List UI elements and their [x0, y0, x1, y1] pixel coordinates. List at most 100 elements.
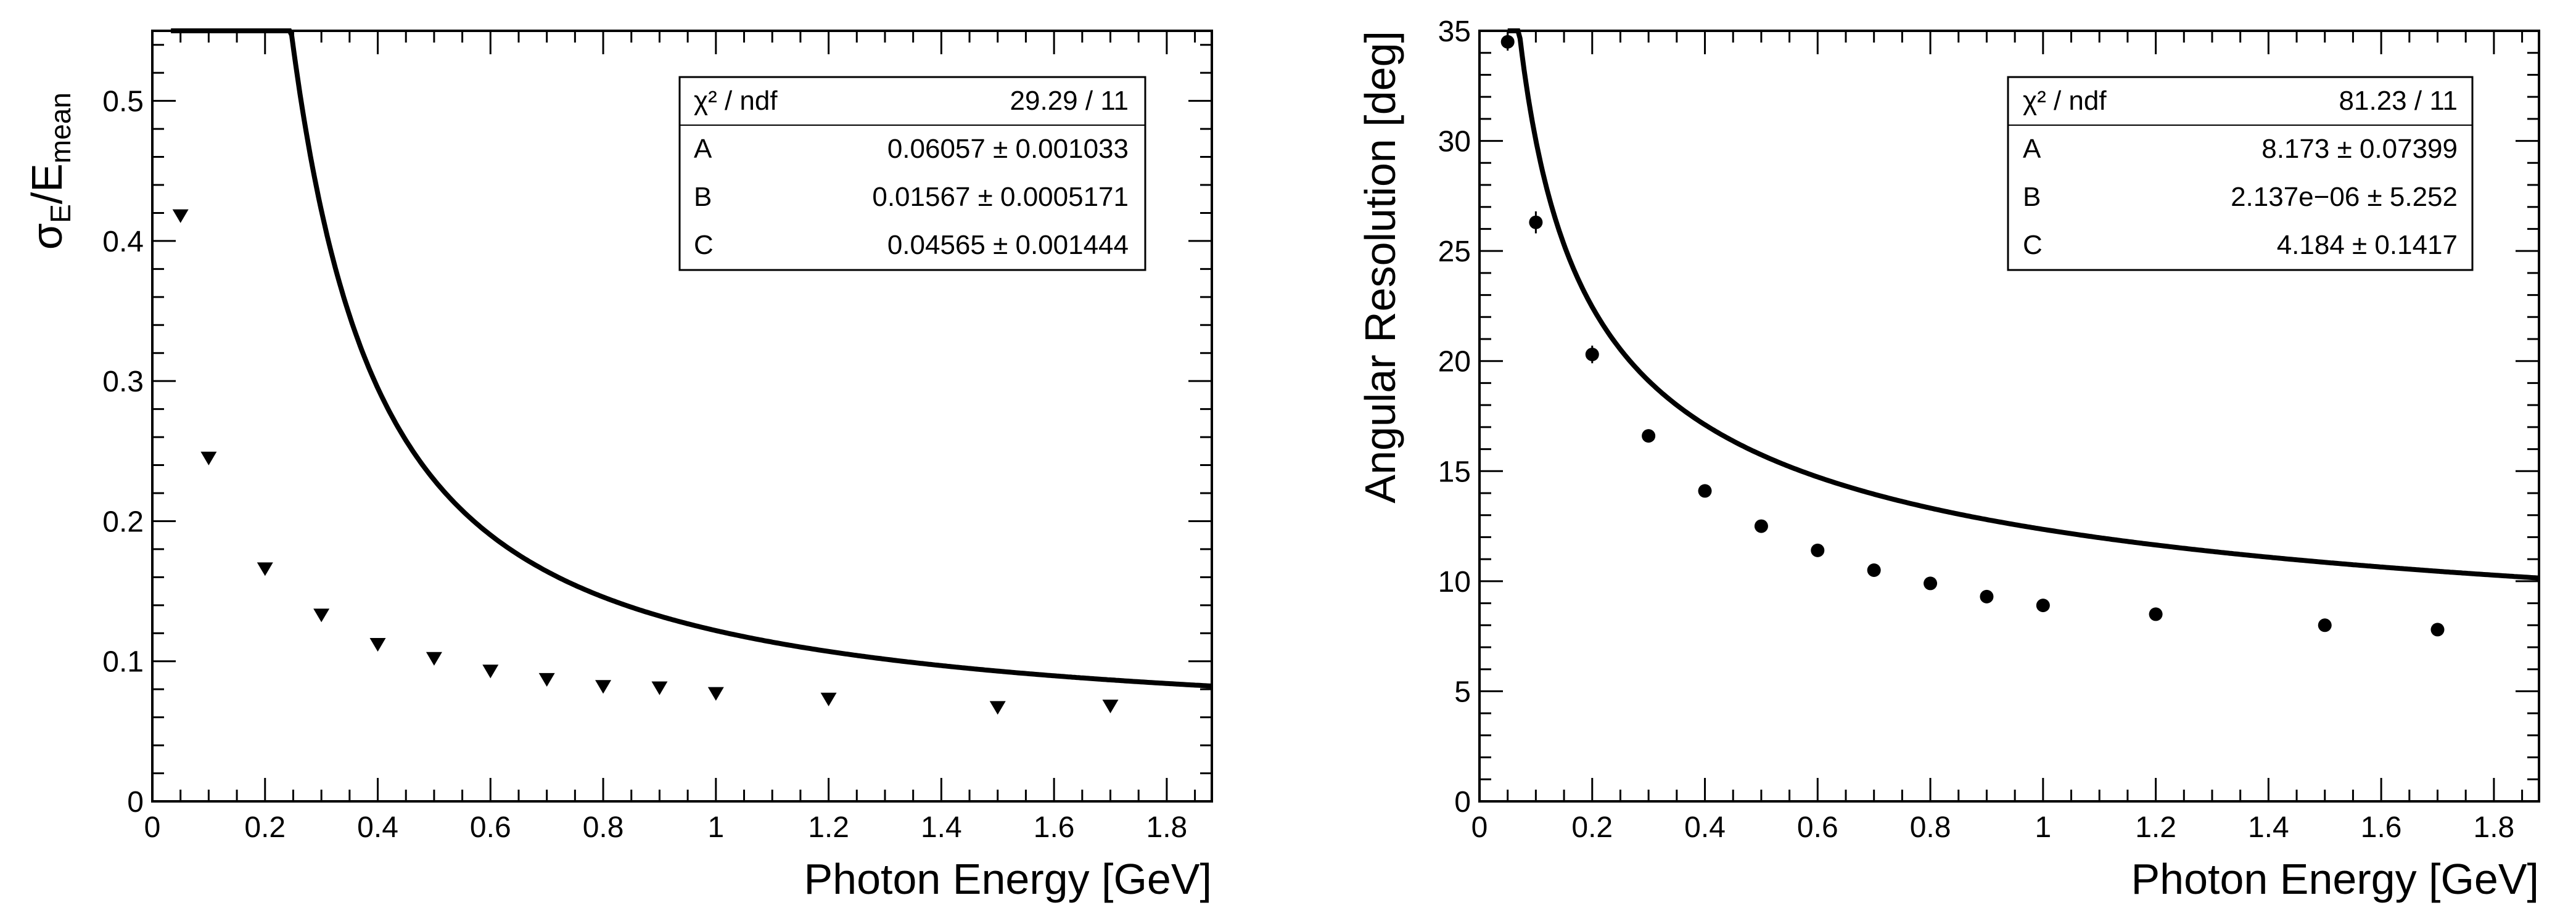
left-panel: σE/Emean Photon Energy [GeV] 0 0.2 0.4 0.6 0… — [23, 28, 1213, 903]
left-data-points — [172, 209, 1119, 715]
left-axis-ticks: 0 0.2 0.4 0.6 0.8 1 1.2 1.4 1.6 1.8 0 0.1 0.2 0.3 0.4 0… — [102, 31, 1212, 844]
left-ytick-label: 0.3 — [102, 366, 144, 398]
left-data-point — [651, 681, 668, 695]
right-stat-label-b: B — [2023, 182, 2041, 212]
left-xtick-label: 1.8 — [1146, 811, 1188, 844]
left-data-point — [482, 665, 499, 679]
left-ytick-label: 0.2 — [102, 505, 144, 538]
left-data-point — [538, 673, 555, 687]
right-fit-line — [1507, 28, 2540, 581]
right-ytick-label: 0 — [1454, 786, 1471, 819]
left-ylabel-sub-e: E — [44, 204, 76, 223]
right-axis-ticks: 0 0.2 0.4 0.6 0.8 1 1.2 1.4 1.6 1.8 0 5 10 15 20 25 30 35 — [1438, 15, 2539, 844]
right-stat-value-c: 4.184 ± 0.1417 — [2277, 230, 2458, 260]
right-stats-frame — [2007, 76, 2474, 271]
right-ytick-label: 5 — [1454, 676, 1471, 708]
left-data-point — [200, 451, 217, 465]
left-data-point — [257, 562, 273, 576]
left-xtick-label: 0 — [144, 811, 161, 844]
left-xtick-label: 0.6 — [470, 811, 511, 844]
left-stats-frame — [678, 76, 1146, 271]
right-data-point — [1980, 589, 1994, 603]
left-stats-box: χ² / ndf 29.29 / 11 A 0.06057 ± 0.001033… — [678, 76, 1146, 271]
left-ytick-label: 0 — [127, 786, 144, 819]
right-fit-curve — [1507, 28, 2540, 581]
right-data-point — [1754, 519, 1768, 533]
left-xlabel: Photon Energy [GeV] — [804, 855, 1212, 903]
left-xtick-label: 0.4 — [357, 811, 398, 844]
right-xtick-label: 1.8 — [2474, 811, 2515, 844]
right-stat-value-chi2: 81.23 / 11 — [2339, 86, 2458, 116]
right-ylabel: Angular Resolution [deg] — [1356, 31, 1404, 504]
right-stat-label-a: A — [2023, 134, 2041, 164]
right-stats-box: χ² / ndf 81.23 / 11 A 8.173 ± 0.07399 B … — [2007, 76, 2474, 271]
right-data-point — [2318, 618, 2332, 632]
right-xtick-label: 0.6 — [1797, 811, 1838, 844]
right-data-point — [1924, 576, 1938, 591]
right-ytick-label: 35 — [1438, 15, 1471, 48]
right-ytick-label: 20 — [1438, 346, 1471, 378]
right-stat-value-b: 2.137e−06 ± 5.252 — [2231, 182, 2458, 212]
left-data-point — [707, 687, 724, 701]
left-ytick-label: 0.5 — [102, 86, 144, 118]
left-xtick-label: 0.8 — [583, 811, 624, 844]
right-xtick-label: 1.6 — [2361, 811, 2402, 844]
right-ytick-label: 15 — [1438, 456, 1471, 488]
left-xtick-label: 1.4 — [921, 811, 962, 844]
left-fit-curve — [171, 28, 1212, 689]
right-data-point — [2430, 623, 2445, 637]
right-plot-frame — [1478, 30, 2540, 803]
left-data-point — [1102, 700, 1119, 714]
svg-text:σE/Emean: σE/Emean — [23, 92, 76, 250]
left-stat-value-c: 0.04565 ± 0.001444 — [887, 230, 1129, 260]
right-xtick-label: 1.2 — [2135, 811, 2176, 844]
left-ylabel-sub-mean: mean — [44, 92, 76, 163]
right-data-point — [1867, 563, 1881, 577]
left-ytick-label: 0.4 — [102, 226, 144, 258]
right-xtick-label: 0.8 — [1910, 811, 1951, 844]
left-xtick-label: 1.6 — [1034, 811, 1075, 844]
left-ytick-label: 0.1 — [102, 646, 144, 679]
right-xlabel: Photon Energy [GeV] — [2131, 855, 2539, 903]
right-data-point — [1642, 429, 1656, 443]
right-data-point — [1500, 35, 1515, 49]
right-data-point — [2149, 607, 2163, 621]
left-data-point — [426, 652, 442, 666]
left-ylabel-mid: /E — [23, 163, 71, 204]
left-stat-label-b: B — [694, 182, 712, 212]
left-data-point — [172, 209, 189, 223]
left-ylabel: σE/Emean — [23, 92, 76, 250]
right-data-point — [1585, 348, 1599, 361]
right-xtick-label: 1.4 — [2248, 811, 2289, 844]
left-data-point — [820, 692, 837, 706]
left-data-point — [369, 638, 386, 652]
left-data-point — [989, 701, 1006, 715]
right-stat-label-chi2: χ² / ndf — [2023, 86, 2107, 116]
left-xtick-label: 0.2 — [244, 811, 286, 844]
right-stat-label-c: C — [2023, 230, 2043, 260]
right-data-points — [1500, 33, 2445, 637]
left-stat-label-a: A — [694, 134, 712, 164]
right-ytick-label: 30 — [1438, 126, 1471, 158]
right-xtick-label: 0 — [1471, 811, 1488, 844]
left-data-point — [595, 680, 612, 694]
left-plot-frame — [151, 30, 1213, 803]
right-data-point — [1529, 215, 1543, 229]
left-stat-value-chi2: 29.29 / 11 — [1010, 86, 1129, 116]
left-xtick-label: 1.2 — [808, 811, 849, 844]
left-stat-value-b: 0.01567 ± 0.0005171 — [872, 182, 1129, 212]
right-xtick-label: 0.2 — [1571, 811, 1613, 844]
right-data-point — [2036, 599, 2050, 613]
left-xtick-label: 1 — [707, 811, 724, 844]
right-data-point — [1698, 484, 1712, 498]
left-fit-line — [171, 28, 1212, 689]
right-ytick-label: 10 — [1438, 566, 1471, 599]
left-ylabel-sigma: σ — [23, 223, 71, 250]
right-panel: Angular Resolution [deg] Photon Energy [… — [1356, 15, 2540, 903]
right-xtick-label: 1 — [2035, 811, 2051, 844]
left-data-point — [313, 608, 330, 623]
right-stat-value-a: 8.173 ± 0.07399 — [2261, 134, 2458, 164]
right-data-point — [1811, 543, 1825, 557]
right-xtick-label: 0.4 — [1684, 811, 1726, 844]
